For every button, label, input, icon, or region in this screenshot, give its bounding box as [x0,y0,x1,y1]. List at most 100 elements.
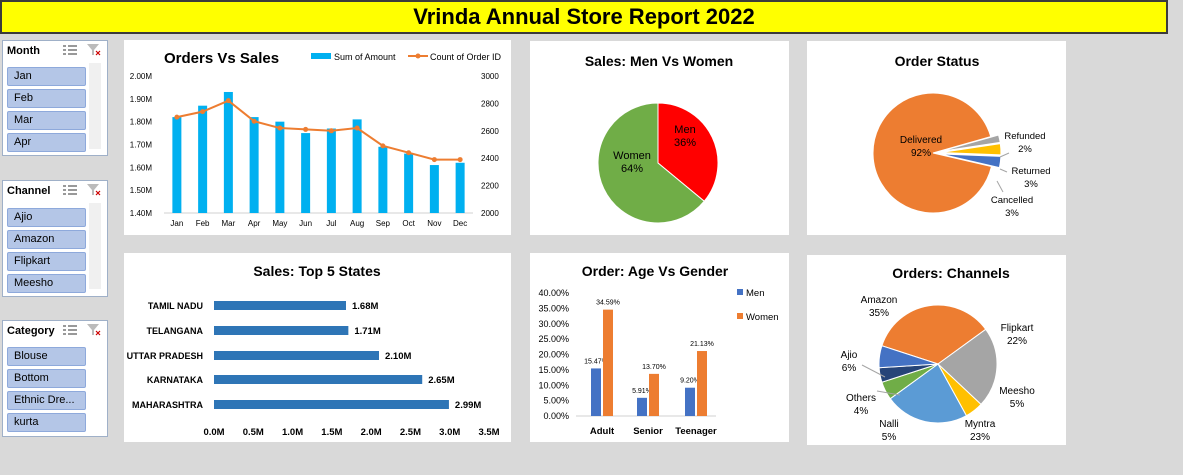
chart-title: Sales: Men Vs Women [585,53,733,69]
line-point [174,114,180,120]
line-point [251,118,257,124]
pie-pct: 92% [911,148,931,159]
slicer-category[interactable]: Category Blouse Bottom Ethnic Dre... kur… [2,320,108,437]
clear-filter-icon[interactable] [87,184,101,196]
pie-pct: 3% [1005,208,1019,219]
y2-tick-label: 3000 [481,72,499,81]
age-gender-panel[interactable]: Order: Age Vs Gender 0.00% 5.00% 10.00% 15.0… [530,253,789,442]
slicer-item[interactable]: Meesho [7,274,86,293]
slicer-scrollbar[interactable] [89,63,101,149]
y-tick-label: 1.70M [130,141,153,150]
pie-label: Cancelled [991,195,1033,206]
y-tick-label: 10.00% [538,380,569,390]
line-point [303,126,309,132]
orders-vs-sales-chart: Orders Vs Sales Sum of Amount Count of Ord… [130,50,502,228]
y-tick-label: 0.00% [543,411,569,421]
top-states-chart: Sales: Top 5 States TAMIL NADU 1.68M TELANG… [127,263,500,438]
legend-marker [415,53,421,59]
y-tick-label: 5.00% [543,396,569,406]
orders-vs-sales-panel[interactable]: Orders Vs Sales Sum of Amount Count of Ord… [124,40,511,235]
leader-line [999,152,1010,158]
data-label: 9.20% [680,378,700,385]
multi-select-icon[interactable] [63,44,77,56]
order-status-panel[interactable]: Order Status Delivered 92% Refunded 2% Return… [807,41,1066,235]
data-label: 5.91% [632,388,652,395]
clear-filter-icon[interactable] [87,324,101,336]
slicer-item[interactable]: Apr [7,133,86,152]
slicer-item[interactable]: Flipkart [7,252,86,271]
x-tick-label: 0.0M [203,427,224,438]
multi-select-icon[interactable] [63,324,77,336]
x-tick-label: May [272,219,287,228]
x-tick-label: 0.5M [243,427,264,438]
pie-label: Amazon [861,295,898,306]
y2-tick-label: 2400 [481,154,499,163]
slicer-month-label: Month [7,45,40,57]
bar [603,309,613,416]
x-tick-label: 2.5M [400,427,421,438]
bar [455,162,465,213]
category-label: TAMIL NADU [148,301,203,311]
bar [685,387,695,416]
y-tick-label: 20.00% [538,350,569,360]
x-tick-label: 1.0M [282,427,303,438]
line-point [380,143,386,149]
bar [301,133,311,213]
slicer-item[interactable]: Ethnic Dre... [7,391,86,410]
x-tick-label: Adult [590,426,615,437]
sales-gender-panel[interactable]: Sales: Men Vs Women Men 36% Women 64% [530,41,789,235]
slicer-item[interactable]: Jan [7,67,86,86]
slicer-month[interactable]: Month Jan Feb Mar Apr [2,40,108,156]
data-label: 21.13% [690,341,714,348]
pie-label: Men [674,124,695,136]
y-tick-label: 40.00% [538,288,569,298]
pie-pct: 35% [869,308,889,319]
legend-swatch [311,53,331,59]
pie-label: Delivered [900,135,942,146]
clear-filter-icon[interactable] [87,44,101,56]
pie-pct: 3% [1024,179,1038,190]
chart-title: Orders Vs Sales [164,50,279,67]
x-tick-label: Aug [350,219,364,228]
order-status-chart: Order Status Delivered 92% Refunded 2% Return… [872,53,1051,219]
slicer-channel-label: Channel [7,185,51,197]
slicer-scrollbar[interactable] [89,203,101,289]
pie-pct: 36% [674,137,696,149]
line-point [277,125,283,131]
channels-panel[interactable]: Orders: Channels Amazon 35% Flipkart 22% Mees… [807,255,1066,445]
pie-slice [597,102,705,224]
x-tick-label: Sep [376,219,391,228]
slicer-item[interactable]: Amazon [7,230,86,249]
slicer-item[interactable]: Feb [7,89,86,108]
legend-swatch [737,313,743,319]
top-states-panel[interactable]: Sales: Top 5 States TAMIL NADU 1.68M TELANG… [124,253,511,442]
pie-slice [940,134,1001,152]
legend-label: Count of Order ID [430,52,502,62]
slicer-channel[interactable]: Channel Ajio Amazon Flipkart Meesho [2,180,108,297]
bar [697,351,707,416]
slicer-item[interactable]: Blouse [7,347,86,366]
slicer-item[interactable]: Bottom [7,369,86,388]
bar [404,153,414,213]
leader-line [996,180,1004,193]
bar [429,165,439,213]
pie-slice [878,345,939,369]
legend-swatch [737,289,743,295]
pie-slice [940,143,1002,156]
multi-select-icon[interactable] [63,184,77,196]
slicer-item[interactable]: kurta [7,413,86,432]
x-tick-label: 2.0M [361,427,382,438]
pie-slice [872,92,993,214]
y-tick-label: 1.40M [130,209,153,218]
data-label: 15.47% [584,358,608,365]
bar [591,368,601,416]
channels-chart: Orders: Channels Amazon 35% Flipkart 22% Mees… [841,265,1036,443]
report-title: Vrinda Annual Store Report 2022 [413,4,755,29]
pie-label: Meesho [999,386,1035,397]
bar [214,400,449,409]
slicer-item[interactable]: Ajio [7,208,86,227]
slicer-item[interactable]: Mar [7,111,86,130]
line-point [457,157,463,163]
x-tick-label: Senior [633,426,663,437]
data-label: 13.70% [642,364,666,371]
